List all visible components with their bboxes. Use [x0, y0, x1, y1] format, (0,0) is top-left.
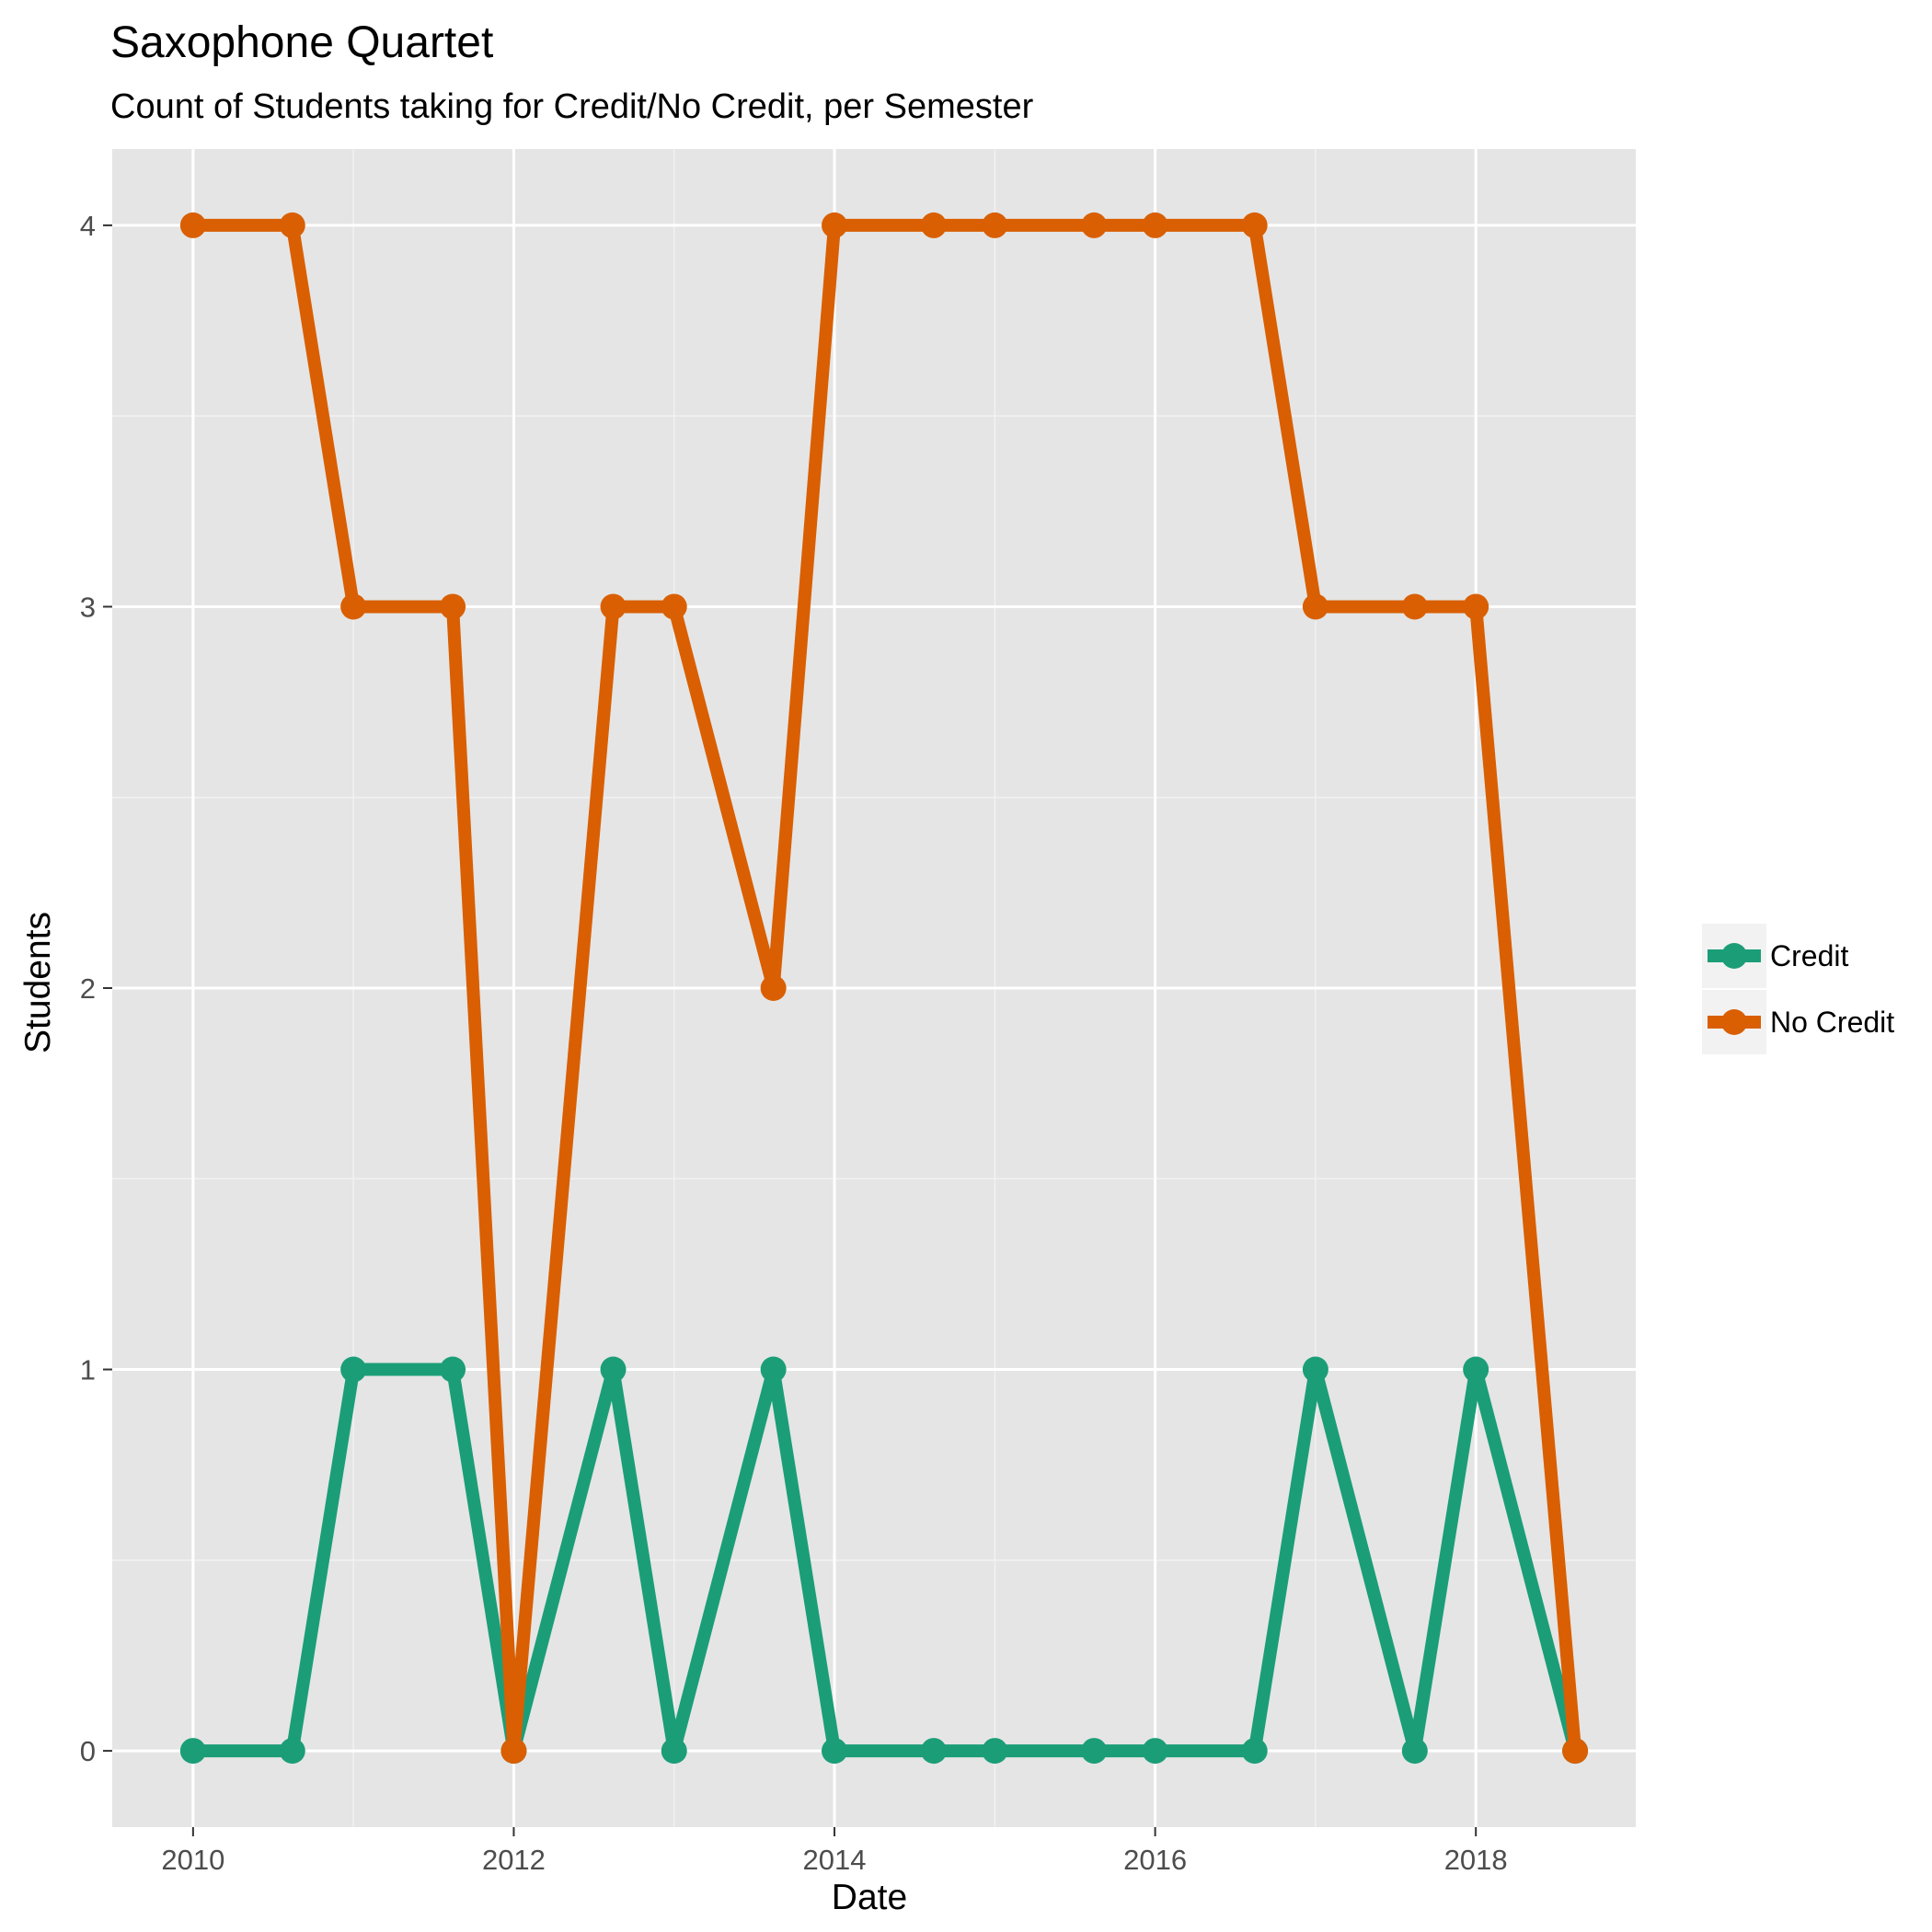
data-point-no-credit	[1241, 212, 1268, 238]
data-point-no-credit	[1562, 1738, 1589, 1765]
data-point-no-credit	[920, 212, 947, 238]
data-point-credit	[760, 1356, 787, 1383]
y-tick-label: 1	[80, 1354, 96, 1386]
data-point-no-credit	[440, 593, 466, 620]
major-gridlines	[112, 149, 1636, 1827]
legend: Credit No Credit	[1702, 924, 1894, 1054]
y-tick-label: 0	[80, 1735, 96, 1767]
y-tick-label: 4	[80, 210, 96, 242]
y-axis-title: Students	[18, 912, 58, 1053]
data-point-no-credit	[760, 975, 787, 1001]
data-point-no-credit	[982, 212, 1008, 238]
data-point-no-credit	[1142, 212, 1168, 238]
data-point-credit	[1302, 1356, 1328, 1383]
legend-key-point	[1721, 1009, 1747, 1035]
x-axis-title: Date	[832, 1878, 907, 1917]
legend-item-no-credit: No Credit	[1702, 990, 1894, 1054]
data-point-no-credit	[661, 593, 687, 620]
x-tick-label: 2018	[1444, 1844, 1508, 1876]
data-point-no-credit	[822, 212, 848, 238]
x-tick-label: 2012	[482, 1844, 546, 1876]
y-axis: 0 1 2 3 4	[80, 210, 112, 1767]
legend-key-point	[1721, 943, 1747, 969]
data-point-credit	[1463, 1356, 1489, 1383]
legend-item-credit: Credit	[1702, 924, 1848, 988]
series-no-credit	[179, 212, 1589, 1765]
y-tick-label: 2	[80, 972, 96, 1005]
data-point-no-credit	[1081, 212, 1108, 238]
legend-label: Credit	[1770, 939, 1848, 972]
data-point-credit	[1241, 1738, 1268, 1765]
legend-label: No Credit	[1770, 1006, 1894, 1039]
data-point-credit	[1142, 1738, 1168, 1765]
data-point-credit	[920, 1738, 947, 1765]
series-line-credit	[186, 1363, 1582, 1758]
data-point-credit	[600, 1356, 627, 1383]
chart-subtitle: Count of Students taking for Credit/No C…	[110, 87, 1034, 126]
data-point-no-credit	[279, 212, 305, 238]
data-point-no-credit	[500, 1738, 527, 1765]
y-tick-label: 3	[80, 591, 96, 623]
data-point-credit	[440, 1356, 466, 1383]
data-point-credit	[279, 1738, 305, 1765]
data-point-no-credit	[179, 212, 206, 238]
data-point-credit	[1401, 1738, 1428, 1765]
data-point-no-credit	[1401, 593, 1428, 620]
x-tick-label: 2016	[1123, 1844, 1187, 1876]
x-axis: 2010 2012 2014 2016 2018	[161, 1827, 1508, 1876]
data-point-no-credit	[1463, 593, 1489, 620]
chart-title: Saxophone Quartet	[110, 18, 493, 67]
series-layer	[179, 212, 1589, 1765]
data-point-credit	[340, 1356, 367, 1383]
data-point-credit	[1081, 1738, 1108, 1765]
x-tick-label: 2014	[803, 1844, 867, 1876]
data-point-no-credit	[600, 593, 627, 620]
data-point-credit	[179, 1738, 206, 1765]
data-point-no-credit	[1302, 593, 1328, 620]
data-point-no-credit	[340, 593, 367, 620]
data-point-credit	[982, 1738, 1008, 1765]
x-tick-label: 2010	[161, 1844, 224, 1876]
data-point-credit	[661, 1738, 687, 1765]
series-line-no-credit	[186, 218, 1582, 1758]
data-point-credit	[822, 1738, 848, 1765]
